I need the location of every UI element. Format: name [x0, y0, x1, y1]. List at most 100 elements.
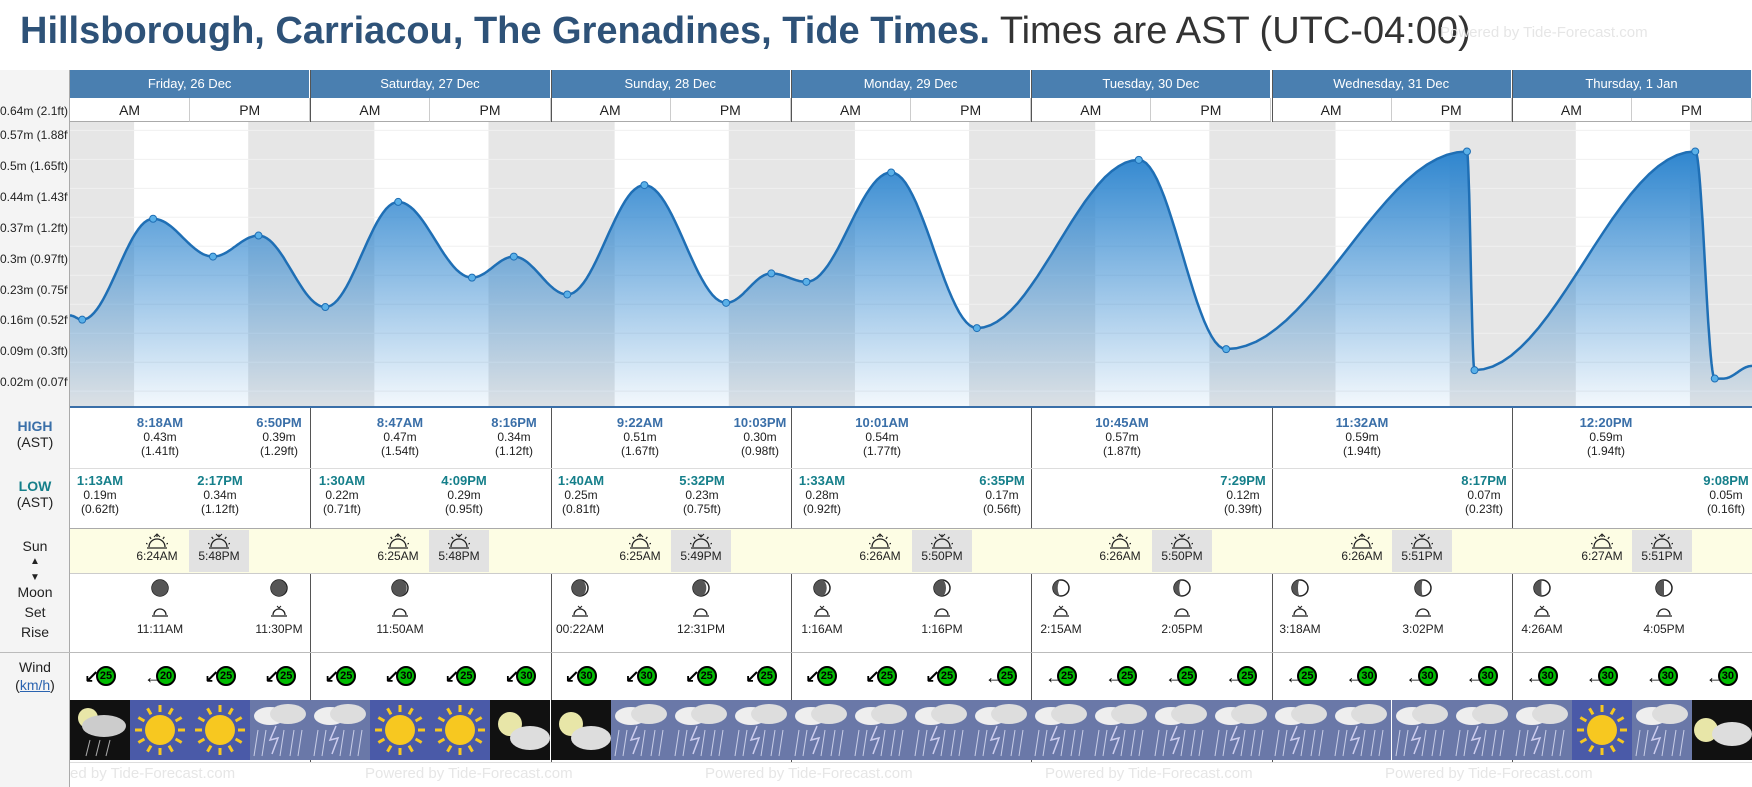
high-tide-entry: 12:20PM 0.59m (1.94ft): [1577, 416, 1635, 459]
sunrise-time: 6:26AM: [859, 549, 901, 563]
tide-extreme-point[interactable]: [767, 269, 776, 278]
tide-extreme-point[interactable]: [1710, 374, 1719, 383]
am-label: AM: [550, 98, 671, 122]
sunrise: 6:26AM: [1090, 530, 1150, 572]
pm-label: PM: [190, 98, 311, 122]
moon-time: 2:05PM: [1161, 622, 1203, 636]
tide-time: 1:33AM: [798, 473, 846, 488]
moon-phase-icon: [1393, 578, 1453, 601]
am-label: AM: [1271, 98, 1392, 122]
tide-ft: (1.94ft): [1342, 444, 1381, 458]
wind-direction-icon: ↙: [864, 667, 880, 687]
wind-cell: ← 25: [1271, 660, 1331, 692]
moon-phase-icon: [671, 578, 731, 601]
moon-time: 11:30PM: [255, 622, 303, 636]
powered-by-footer[interactable]: Powered by Tide-Forecast.com: [365, 765, 573, 782]
sunrise-icon: [368, 533, 428, 549]
tide-time: 1:30AM: [318, 473, 366, 488]
sunrise: 6:26AM: [1332, 530, 1392, 572]
y-axis-label: 0.02m (0.07ft): [0, 375, 68, 389]
wind-speed-badge: 25: [1057, 666, 1078, 686]
wind-direction-icon: ↙: [924, 667, 941, 687]
tide-extreme-point[interactable]: [78, 315, 87, 324]
tide-extreme-point[interactable]: [722, 298, 731, 307]
storm-weather-icon: [610, 700, 671, 760]
y-axis-label: 0.5m (1.65ft): [0, 159, 68, 173]
pm-label: PM: [670, 98, 791, 122]
sunrise: 6:25AM: [610, 530, 670, 572]
tide-extreme-point[interactable]: [1691, 147, 1700, 156]
low-tide-entry: 1:33AM 0.28m (0.92ft): [793, 473, 851, 517]
sunrise-time: 6:24AM: [136, 549, 178, 563]
row-divider: [0, 652, 1752, 653]
tide-m: 0.12m: [1226, 488, 1260, 502]
tide-extreme-point[interactable]: [802, 277, 811, 286]
moon-event: 2:15AM: [1031, 578, 1091, 636]
sunset: 5:51PM: [1392, 530, 1452, 572]
sort-toggle-icon[interactable]: ▲ ▼: [30, 556, 40, 583]
powered-by-footer[interactable]: Powered by Tide-Forecast.com: [1385, 765, 1593, 782]
moon-phase-icon: [792, 578, 852, 601]
tide-ft: (1.67ft): [620, 444, 659, 458]
tide-time: 8:47AM: [376, 415, 424, 430]
sun-row-label[interactable]: Sun ▲ ▼: [0, 538, 70, 586]
tide-ft: (0.71ft): [322, 502, 361, 516]
moon-set-icon: [1270, 605, 1330, 620]
low-tz: (AST): [16, 494, 54, 510]
tide-area: [70, 151, 1752, 408]
tide-extreme-point[interactable]: [1222, 345, 1231, 354]
sunrise: 6:25AM: [368, 530, 428, 572]
powered-by-footer[interactable]: Powered by Tide-Forecast.com: [1045, 765, 1253, 782]
tide-extreme-point[interactable]: [563, 290, 572, 299]
powered-by-footer[interactable]: Powered by Tide-Forecast.com: [705, 765, 913, 782]
wind-cell: ← 30: [1331, 660, 1391, 692]
powered-by-footer[interactable]: ed by Tide-Forecast.com: [70, 765, 236, 782]
wind-cell: ↙ 25: [190, 660, 250, 692]
tide-extreme-point[interactable]: [1470, 366, 1479, 375]
tide-extreme-point[interactable]: [149, 214, 158, 223]
tide-ft: (1.54ft): [380, 444, 419, 458]
low-tide-entry: 6:35PM 0.17m (0.56ft): [973, 474, 1031, 517]
tide-extreme-point[interactable]: [972, 324, 981, 333]
sunset-time: 5:50PM: [921, 549, 963, 563]
am-label: AM: [1031, 98, 1152, 122]
tide-extreme-point[interactable]: [394, 197, 403, 206]
wind-speed-badge: 30: [1537, 666, 1558, 686]
storm-weather-icon: [1091, 700, 1152, 760]
wind-direction-icon: ↙: [804, 667, 820, 687]
wind-cell: ↙ 25: [911, 660, 971, 692]
tide-m: 0.57m: [1105, 430, 1139, 444]
wind-cell: ↙ 25: [430, 660, 490, 692]
storm-weather-icon: [1451, 700, 1512, 760]
wind-speed-badge: 25: [216, 666, 237, 686]
tide-ft: (0.92ft): [802, 502, 841, 516]
tide-time: 2:17PM: [197, 473, 243, 488]
wind-cell: ↙ 25: [671, 660, 731, 692]
tide-extreme-point[interactable]: [1462, 147, 1471, 156]
wind-unit-link[interactable]: km/h: [19, 677, 51, 693]
tide-extreme-point[interactable]: [509, 252, 518, 261]
tide-extreme-point[interactable]: [321, 303, 330, 312]
wind-cell: ← 20: [130, 660, 190, 692]
tide-extreme-point[interactable]: [1134, 155, 1143, 164]
tide-extreme-point[interactable]: [208, 252, 217, 261]
sunset-time: 5:51PM: [1641, 549, 1683, 563]
sunrise-time: 6:25AM: [619, 549, 661, 563]
storm-weather-icon: [310, 700, 371, 760]
storm-weather-icon: [1631, 700, 1692, 760]
tide-extreme-point[interactable]: [887, 168, 896, 177]
wind-cell: ← 30: [1392, 660, 1452, 692]
moon-event: 11:30PM: [249, 578, 309, 636]
sunset: 5:48PM: [429, 530, 489, 572]
tide-line: [70, 150, 1752, 380]
wind-speed-badge: 25: [756, 666, 777, 686]
day-divider: [550, 70, 552, 762]
tide-ft: (0.81ft): [561, 502, 600, 516]
day-divider: [790, 70, 792, 762]
tide-extreme-point[interactable]: [640, 181, 649, 190]
tide-extreme-point[interactable]: [254, 231, 263, 240]
moon-phase-icon: [130, 578, 190, 601]
pm-label: PM: [430, 98, 551, 122]
powered-by-header[interactable]: Powered by Tide-Forecast.com: [1440, 24, 1648, 41]
tide-extreme-point[interactable]: [467, 273, 476, 282]
